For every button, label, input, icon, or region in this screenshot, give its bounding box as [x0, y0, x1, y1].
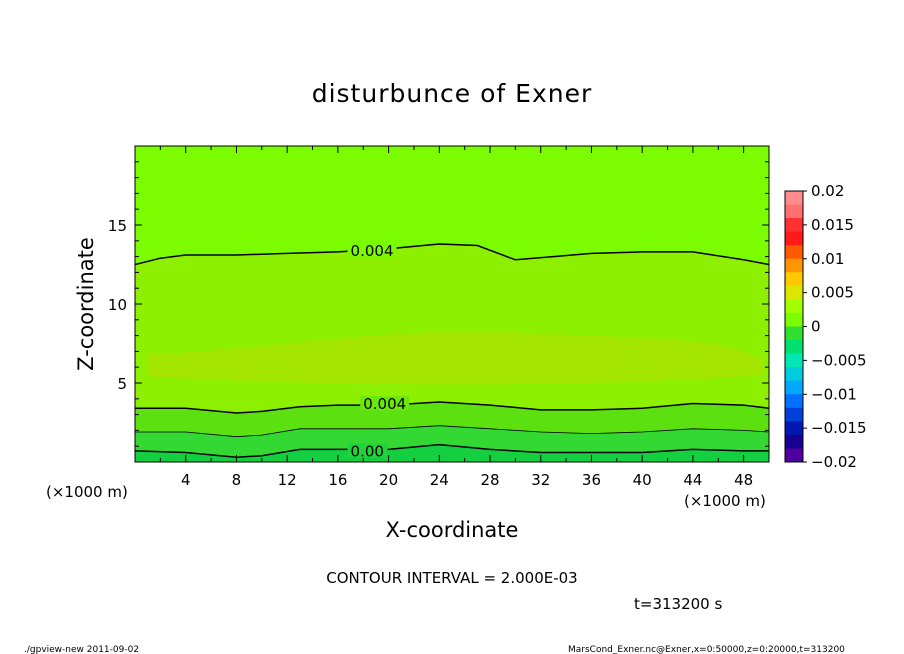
contour-lines [135, 243, 769, 459]
x-unit-right: (×1000 m) [684, 492, 766, 510]
colorbar-label: −0.015 [811, 419, 867, 437]
x-axis: 4 8 12 16 20 24 28 32 36 40 44 48 [159, 146, 753, 489]
x-tick-label: 44 [683, 471, 702, 489]
colorbar-swatch [785, 448, 803, 463]
x-tick-label: 40 [633, 471, 652, 489]
x-tick-label: 20 [379, 471, 398, 489]
y-tick-label: 10 [108, 296, 127, 314]
contour-label-bg-0 [347, 242, 397, 257]
x-tick-label: 24 [430, 471, 449, 489]
x-tick-label: 16 [328, 471, 347, 489]
time-label: t=313200 s [634, 595, 722, 613]
colorbar-swatch [785, 367, 803, 382]
x-tick-label: 12 [278, 471, 297, 489]
colorbar-swatch [785, 231, 803, 246]
colorbar: 0.02 0.015 0.01 0.005 0 −0.005 −0.01 −0.015 −0.0… [784, 182, 867, 471]
contour-label-1: 0.004 [363, 395, 406, 413]
colorbar-swatch [785, 421, 803, 436]
x-tick-label: 32 [531, 471, 550, 489]
y-axis: 5 10 15 [108, 161, 769, 447]
contour-line-2 [135, 425, 769, 438]
contour-label-0: 0.004 [351, 242, 394, 260]
x-tick-label: 8 [232, 471, 242, 489]
contour-label-bg-1 [360, 396, 410, 411]
y-tick-label: 15 [108, 217, 127, 235]
x-axis-label: X-coordinate [386, 518, 519, 542]
colorbar-label: 0.015 [811, 216, 854, 234]
footer-right: MarsCond_Exner.nc@Exner,x=0:50000,z=0:20… [568, 645, 845, 654]
x-unit-left: (×1000 m) [46, 483, 128, 501]
x-tick-label: 36 [582, 471, 601, 489]
band-low1 [135, 402, 769, 437]
y-tick-label: 5 [117, 375, 127, 393]
x-tick-label: 48 [734, 471, 753, 489]
colorbar-swatch [785, 204, 803, 219]
colorbar-swatch [785, 218, 803, 233]
colorbar-swatch [785, 299, 803, 314]
contour-line-3 [135, 443, 769, 459]
colorbar-label: 0.01 [811, 250, 844, 268]
colorbar-swatch [785, 272, 803, 287]
band-bottom [135, 444, 769, 462]
colorbar-label: 0.005 [811, 284, 854, 302]
chart-title: disturbunce of Exner [312, 79, 593, 108]
colorbar-swatch [785, 312, 803, 327]
colorbar-swatch [785, 326, 803, 341]
colorbar-swatch [785, 353, 803, 368]
colorbar-swatch [785, 245, 803, 260]
colorbar-swatch [785, 285, 803, 300]
colorbar-swatch [785, 434, 803, 449]
contour-interval: CONTOUR INTERVAL = 2.000E-03 [326, 569, 577, 587]
contour-label-bg-2 [347, 443, 388, 458]
x-tick-label: 4 [181, 471, 191, 489]
contour-line-0 [135, 243, 769, 266]
colorbar-swatch [785, 394, 803, 409]
contour-labels: 0.004 0.004 0.00 [347, 242, 410, 461]
x-tick-label: 28 [480, 471, 499, 489]
colorbar-swatch [785, 340, 803, 355]
contour-line-1 [135, 401, 769, 414]
contour-fill [135, 146, 769, 462]
band-low2 [135, 425, 769, 458]
band-light [147, 331, 763, 385]
contour-label-2: 0.00 [351, 443, 384, 461]
footer-left: ./gpview-new 2011-09-02 [24, 645, 139, 654]
colorbar-label: −0.005 [811, 351, 867, 369]
colorbar-label: 0 [811, 318, 821, 336]
colorbar-label: −0.02 [811, 453, 857, 471]
colorbar-label: 0.02 [811, 182, 844, 200]
band-mid [135, 244, 769, 413]
colorbar-swatch [785, 191, 803, 206]
colorbar-swatch [785, 407, 803, 422]
colorbar-swatch [785, 380, 803, 395]
colorbar-label: −0.01 [811, 385, 857, 403]
y-axis-label: Z-coordinate [74, 237, 98, 371]
colorbar-swatch [785, 258, 803, 273]
